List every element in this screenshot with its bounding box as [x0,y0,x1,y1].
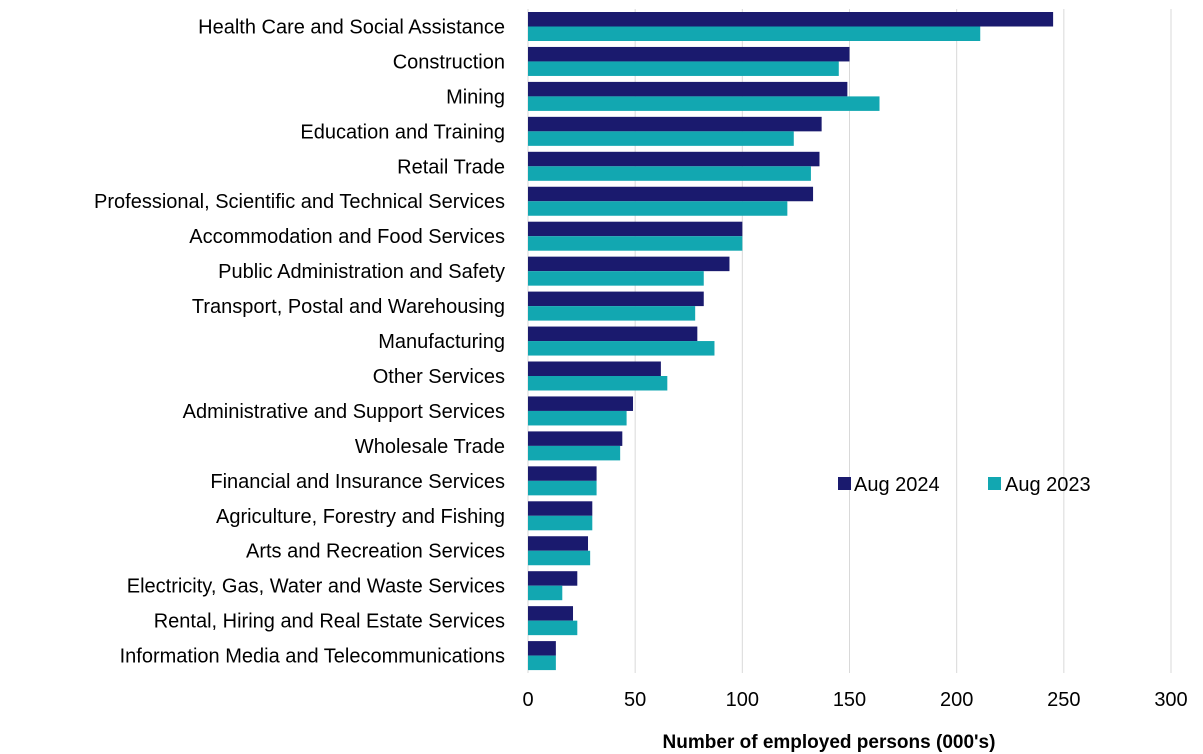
category-label-wholesale-trade: Wholesale Trade [355,436,505,458]
x-tick-label-250: 250 [1047,689,1080,711]
category-label-education-and-training: Education and Training [300,121,505,143]
category-label-construction: Construction [393,51,505,73]
category-label-agriculture-forestry-and-fishing: Agriculture, Forestry and Fishing [216,506,505,528]
bar-aug-2024-transport-postal-and-warehousing [528,291,704,307]
category-label-manufacturing: Manufacturing [378,331,505,353]
bar-aug-2023-accommodation-and-food-services [528,236,743,251]
bar-aug-2024-accommodation-and-food-services [528,221,743,237]
legend-swatch-aug-2024 [838,477,851,490]
legend-label-aug-2024: Aug 2024 [854,474,940,496]
bar-aug-2024-construction [528,46,850,62]
category-label-mining: Mining [446,86,505,108]
bar-aug-2023-manufacturing [528,341,715,356]
bar-aug-2024-administrative-and-support-services [528,396,634,411]
bar-aug-2024-mining [528,81,848,97]
bar-aug-2023-health-care-and-social-assistance [528,26,981,41]
category-label-information-media-and-telecommunications: Information Media and Telecommunications [120,646,505,668]
x-tick-label-150: 150 [833,689,866,711]
bar-aug-2023-agriculture-forestry-and-fishing [528,515,593,531]
legend-label-aug-2023: Aug 2023 [1005,474,1091,496]
bar-aug-2023-transport-postal-and-warehousing [528,306,696,321]
x-tick-label-300: 300 [1154,689,1187,711]
bar-aug-2023-other-services [528,376,668,391]
bar-aug-2024-electricity-gas-water-and-waste-services [528,571,578,586]
category-label-public-administration-and-safety: Public Administration and Safety [218,261,505,283]
legend-swatch-aug-2023 [988,477,1001,490]
x-tick-labels: 0 50 100 150 200 250 300 [522,689,1187,711]
category-label-financial-and-insurance-services: Financial and Insurance Services [210,471,505,493]
bar-aug-2023-retail-trade [528,166,811,181]
category-label-other-services: Other Services [373,366,505,388]
category-label-health-care-and-social-assistance: Health Care and Social Assistance [198,16,505,38]
category-label-retail-trade: Retail Trade [397,156,505,178]
bar-aug-2024-health-care-and-social-assistance [528,12,1054,27]
bar-aug-2023-mining [528,96,880,111]
x-axis-title: Number of employed persons (000's) [663,732,996,753]
bars [528,12,1054,671]
bar-aug-2024-rental-hiring-and-real-estate-services [528,606,574,621]
bar-aug-2023-rental-hiring-and-real-estate-services [528,620,578,636]
x-tick-label-50: 50 [624,689,646,711]
bar-aug-2024-professional-scientific-and-technical-services [528,186,814,202]
bar-aug-2024-arts-and-recreation-services [528,536,589,551]
bar-aug-2024-manufacturing [528,326,698,342]
bar-aug-2023-construction [528,61,839,76]
category-label-transport-postal-and-warehousing: Transport, Postal and Warehousing [192,296,505,318]
bar-aug-2024-other-services [528,361,661,376]
category-label-professional-scientific-and-technical-services: Professional, Scientific and Technical S… [94,191,505,213]
legend: Aug 2024 Aug 2023 [838,474,1091,496]
bar-aug-2023-education-and-training [528,131,794,146]
bar-aug-2023-professional-scientific-and-technical-services [528,201,788,216]
x-tick-label-100: 100 [726,689,759,711]
bar-aug-2024-public-administration-and-safety [528,256,730,272]
bar-aug-2023-wholesale-trade [528,445,621,461]
category-label-electricity-gas-water-and-waste-services: Electricity, Gas, Water and Waste Servic… [127,576,505,598]
x-tick-label-200: 200 [940,689,973,711]
bar-aug-2024-financial-and-insurance-services [528,466,597,481]
x-tick-label-0: 0 [522,689,533,711]
bar-aug-2023-administrative-and-support-services [528,410,627,426]
category-labels: Health Care and Social Assistance Constru… [94,16,505,667]
bar-aug-2023-arts-and-recreation-services [528,550,591,566]
bar-aug-2023-information-media-and-telecommunications [528,655,556,671]
bar-aug-2023-electricity-gas-water-and-waste-services [528,585,563,601]
bar-aug-2024-retail-trade [528,151,820,167]
category-label-administrative-and-support-services: Administrative and Support Services [183,401,505,423]
bar-aug-2024-agriculture-forestry-and-fishing [528,501,593,516]
category-label-accommodation-and-food-services: Accommodation and Food Services [189,226,505,248]
bar-aug-2023-financial-and-insurance-services [528,480,597,496]
bar-aug-2024-wholesale-trade [528,431,623,446]
bar-aug-2024-information-media-and-telecommunications [528,641,556,656]
category-label-arts-and-recreation-services: Arts and Recreation Services [246,541,505,563]
category-label-rental-hiring-and-real-estate-services: Rental, Hiring and Real Estate Services [154,611,505,633]
bar-aug-2024-education-and-training [528,116,822,132]
bar-aug-2023-public-administration-and-safety [528,271,704,286]
